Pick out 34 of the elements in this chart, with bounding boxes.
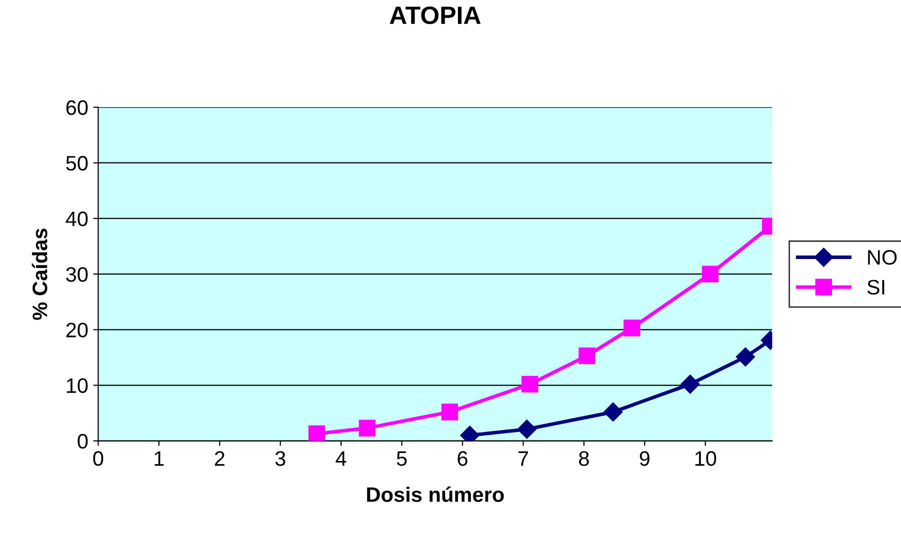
y-tick-label: 20: [66, 322, 88, 338]
y-tick-label: 0: [78, 434, 88, 449]
y-tick-label: 10: [66, 378, 88, 394]
point: [680, 374, 700, 394]
legend-label: SI: [867, 280, 884, 295]
x-tick-label: 3: [275, 451, 286, 466]
y-tick-label: 40: [66, 211, 88, 226]
y-tick-label: 60: [66, 100, 88, 116]
x-tick-label: 4: [336, 451, 346, 466]
x-tick-label: 2: [214, 451, 224, 466]
y-axis-title: % Caídas: [32, 228, 48, 320]
x-tick-label: 7: [518, 451, 528, 466]
point: [308, 425, 326, 441]
point: [702, 266, 719, 282]
x-tick-label: 6: [458, 451, 468, 466]
point: [578, 347, 596, 364]
point: [624, 320, 640, 336]
y-tick-label: 30: [66, 267, 88, 282]
point: [736, 347, 755, 366]
point: [441, 404, 458, 420]
x-tick-label: 1: [154, 451, 164, 466]
x-tick-label: 8: [579, 451, 589, 466]
point: [604, 402, 623, 422]
legend-label: NO: [868, 250, 897, 265]
x-axis-title: Dosis número: [367, 486, 504, 502]
chart-title: ATOPIA: [390, 6, 481, 24]
point: [358, 420, 376, 436]
point: [517, 420, 536, 439]
x-tick-label: 9: [640, 451, 650, 466]
y-tick-label: 50: [66, 156, 88, 171]
point: [522, 376, 538, 393]
x-tick-label: 10: [695, 451, 716, 466]
x-tick-label: 0: [93, 451, 104, 466]
x-tick-label: 5: [396, 451, 407, 466]
